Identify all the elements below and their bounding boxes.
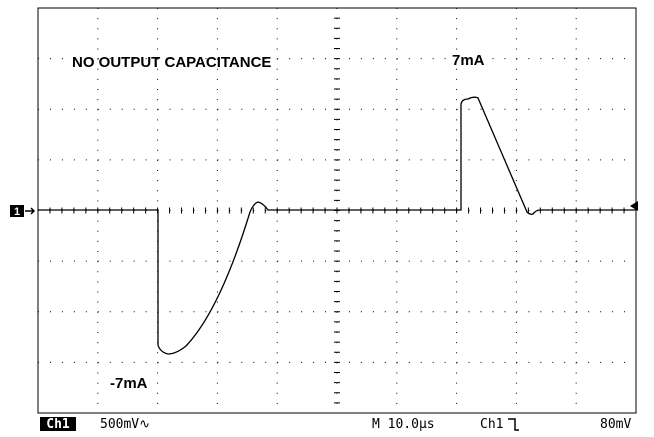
trigger-level-marker [630, 201, 638, 211]
annotation-negative: -7mA [110, 375, 148, 392]
annotation-title: NO OUTPUT CAPACITANCE [72, 54, 271, 71]
channel-marker-label: 1 [14, 206, 20, 218]
status-scale: 500mV∿ [100, 417, 150, 432]
status-trigger-level: 80mV [600, 417, 631, 432]
trigger-slope-icon [508, 418, 519, 431]
channel-marker-arrow [25, 207, 36, 215]
waveform-trace [38, 96, 636, 355]
status-trigger-source: Ch1 [480, 417, 503, 432]
status-timebase: M 10.0µs [372, 417, 435, 432]
annotation-positive: 7mA [452, 52, 485, 69]
channel-marker-box [10, 205, 24, 217]
status-channel-box [40, 417, 76, 431]
status-channel: Ch1 [46, 417, 70, 432]
